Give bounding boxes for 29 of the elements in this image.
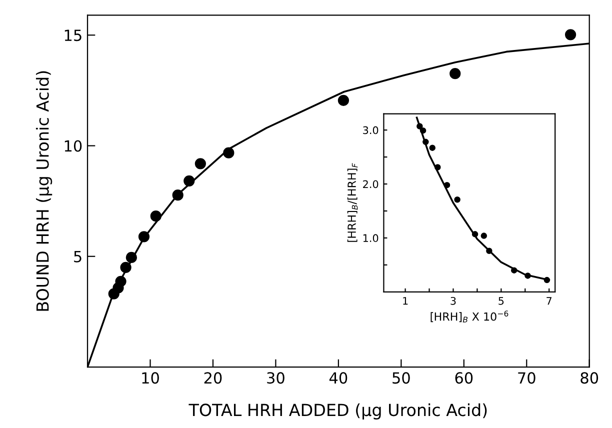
x-tick-label: 10 (142, 372, 159, 384)
x-tick-label: 50 (392, 372, 410, 384)
y-tick-label: 3.0 (363, 126, 378, 134)
x-tick-label: 30 (267, 372, 284, 384)
point (480, 232, 488, 239)
y-tick-label: 1.0 (363, 234, 378, 242)
y-axis-title: BOUND HRH (μg Uronic Acid) (36, 71, 52, 311)
x-tick-label: 40 (329, 372, 348, 384)
point (450, 68, 461, 80)
y-tick-label: 15 (64, 30, 82, 42)
x-tick-label: 7 (546, 297, 552, 305)
x-axis-title: TOTAL HRH ADDED (μg Uronic Acid) (188, 403, 487, 420)
point (429, 144, 436, 151)
y-tick-label: 2.0 (363, 180, 378, 188)
x-tick-label: 20 (204, 372, 222, 384)
x-tick-label: 60 (455, 372, 473, 384)
y-tick-label: 5 (74, 251, 82, 262)
x-tick-label: 1 (403, 297, 408, 305)
y-tick-label: 10 (64, 140, 82, 152)
x-axis-title: [HRH]$_{B}$ X 10$^{−6}$ (430, 310, 508, 322)
point (194, 158, 206, 170)
x-tick-label: 80 (580, 372, 598, 384)
x-tick-label: 5 (498, 297, 504, 305)
point (454, 196, 460, 203)
x-tick-label: 70 (518, 372, 536, 384)
point (564, 29, 576, 40)
point (338, 94, 350, 106)
y-axis-title: [HRH]$_{B}$/[HRH]$_{F}$ (347, 163, 358, 242)
x-tick-label: 3 (450, 296, 456, 305)
